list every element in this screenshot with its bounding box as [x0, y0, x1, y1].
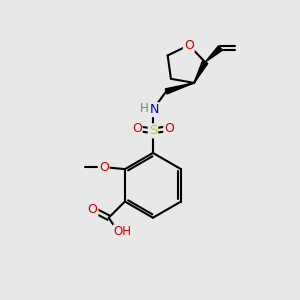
Polygon shape	[194, 61, 208, 83]
Text: O: O	[164, 122, 174, 135]
Text: methoxy: methoxy	[78, 165, 84, 166]
Text: O: O	[88, 203, 98, 216]
Text: N: N	[150, 103, 159, 116]
Text: O: O	[132, 122, 142, 135]
Text: H: H	[140, 102, 149, 115]
Text: S: S	[149, 124, 157, 137]
Polygon shape	[205, 46, 223, 62]
Text: OH: OH	[113, 225, 131, 239]
Polygon shape	[165, 83, 194, 94]
Text: O: O	[99, 160, 109, 174]
Text: O: O	[184, 39, 194, 52]
